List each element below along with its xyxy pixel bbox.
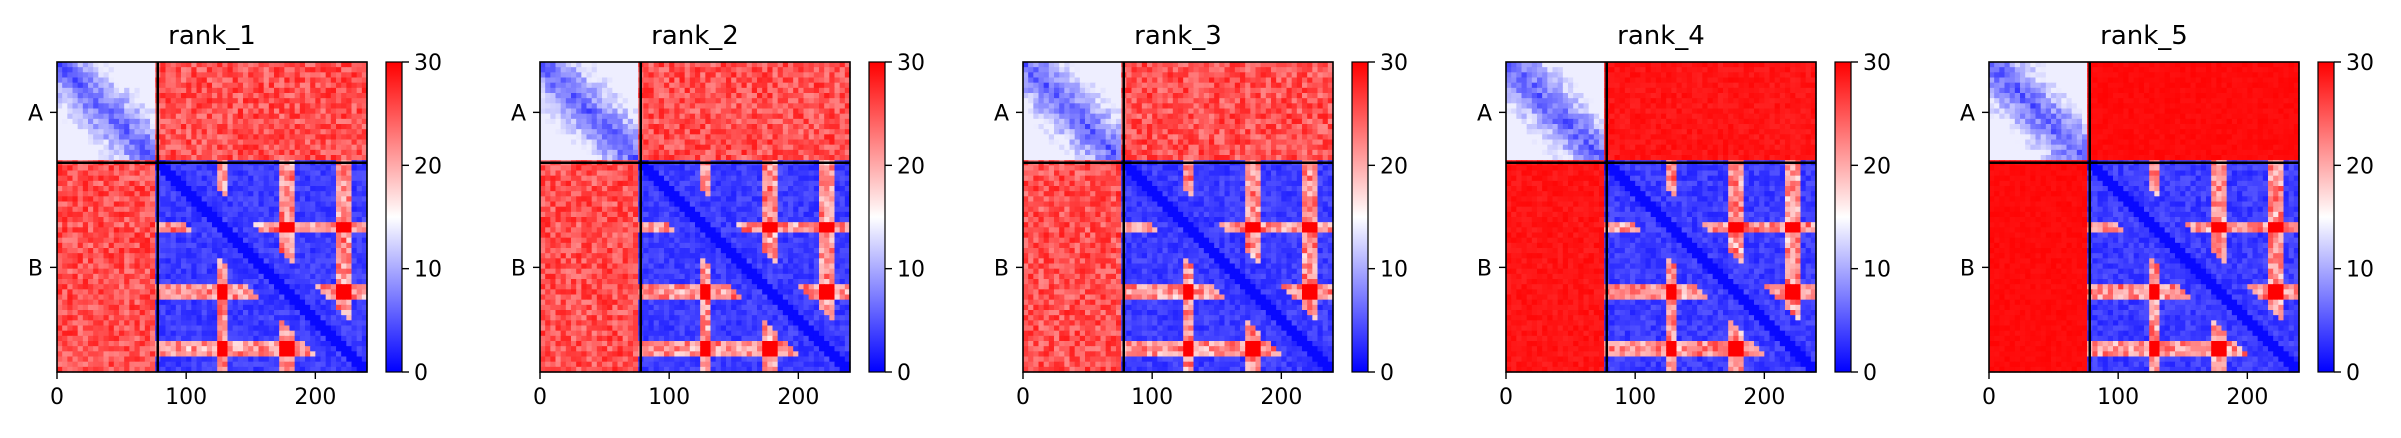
axes-frame <box>56 61 368 373</box>
x-tick-label: 0 <box>1982 385 1996 410</box>
heatmap-cells <box>1506 62 1817 373</box>
panel-title: rank_4 <box>1617 21 1705 51</box>
colorbar-tick-label: 0 <box>414 361 428 386</box>
x-tick-label: 0 <box>533 385 547 410</box>
x-tick-label: 200 <box>1260 385 1302 410</box>
x-tick-label: 100 <box>165 385 207 410</box>
y-tick-label-B: B <box>1960 256 1975 281</box>
x-tick-label: 100 <box>2097 385 2139 410</box>
y-tick-label-A: A <box>511 101 526 126</box>
colorbar <box>1834 61 1852 373</box>
panel-title: rank_5 <box>2100 21 2188 51</box>
y-tick-label-A: A <box>1477 101 1492 126</box>
colorbar-tick-label: 30 <box>2346 51 2374 76</box>
heatmap-cells <box>1989 62 2300 373</box>
colorbar-tick-label: 10 <box>1863 258 1891 283</box>
panel-title: rank_2 <box>651 21 739 51</box>
x-tick-label: 100 <box>1131 385 1173 410</box>
y-tick-label-B: B <box>994 256 1009 281</box>
colorbar-tick-label: 10 <box>2346 258 2374 283</box>
colorbar <box>1351 61 1369 373</box>
heatmap-cells <box>57 62 368 373</box>
panel-rank_5: rank_5 A B 0 100 200 0 10 20 30 <box>1960 21 2374 410</box>
colorbar-tick-label: 30 <box>414 51 442 76</box>
colorbar-tick-label: 0 <box>2346 361 2360 386</box>
panel-rank_4: rank_4 A B 0 100 200 0 10 20 30 <box>1477 21 1891 410</box>
axes-frame <box>1022 61 1334 373</box>
colorbar-tick-label: 10 <box>1380 258 1408 283</box>
heatmap-cells <box>1023 62 1334 373</box>
colorbar <box>385 61 403 373</box>
colorbar-tick-label: 20 <box>414 154 442 179</box>
colorbar <box>2317 61 2335 373</box>
colorbar-tick-label: 10 <box>897 258 925 283</box>
y-tick-label-B: B <box>511 256 526 281</box>
x-tick-label: 0 <box>50 385 64 410</box>
x-tick-label: 200 <box>2226 385 2268 410</box>
y-tick-label-B: B <box>28 256 43 281</box>
axes-frame <box>1988 61 2300 373</box>
y-tick-label-A: A <box>1960 101 1975 126</box>
colorbar-tick-label: 30 <box>897 51 925 76</box>
y-tick-label-B: B <box>1477 256 1492 281</box>
panel-title: rank_1 <box>168 21 256 51</box>
colorbar-tick-label: 20 <box>897 154 925 179</box>
panel-rank_3: rank_3 A B 0 100 200 0 10 20 30 <box>994 21 1408 410</box>
colorbar-tick-label: 20 <box>1380 154 1408 179</box>
colorbar-tick-label: 0 <box>1380 361 1394 386</box>
x-tick-label: 100 <box>1614 385 1656 410</box>
x-tick-label: 200 <box>294 385 336 410</box>
colorbar-tick-label: 20 <box>1863 154 1891 179</box>
colorbar-tick-label: 0 <box>1863 361 1877 386</box>
x-tick-label: 100 <box>648 385 690 410</box>
axes-frame <box>1505 61 1817 373</box>
x-tick-label: 200 <box>777 385 819 410</box>
y-tick-label-A: A <box>994 101 1009 126</box>
colorbar-tick-label: 30 <box>1863 51 1891 76</box>
heatmap-cells <box>540 62 851 373</box>
panel-title: rank_3 <box>1134 21 1222 51</box>
x-tick-label: 0 <box>1016 385 1030 410</box>
panel-rank_1: rank_1 A B 0 100 200 0 10 20 30 <box>28 21 442 410</box>
colorbar-tick-label: 20 <box>2346 154 2374 179</box>
colorbar-tick-label: 0 <box>897 361 911 386</box>
colorbar <box>868 61 886 373</box>
x-tick-label: 200 <box>1743 385 1785 410</box>
x-tick-label: 0 <box>1499 385 1513 410</box>
colorbar-tick-label: 30 <box>1380 51 1408 76</box>
axes-frame <box>539 61 851 373</box>
colorbar-tick-label: 10 <box>414 258 442 283</box>
panel-rank_2: rank_2 A B 0 100 200 0 10 20 30 <box>511 21 925 410</box>
y-tick-label-A: A <box>28 101 43 126</box>
